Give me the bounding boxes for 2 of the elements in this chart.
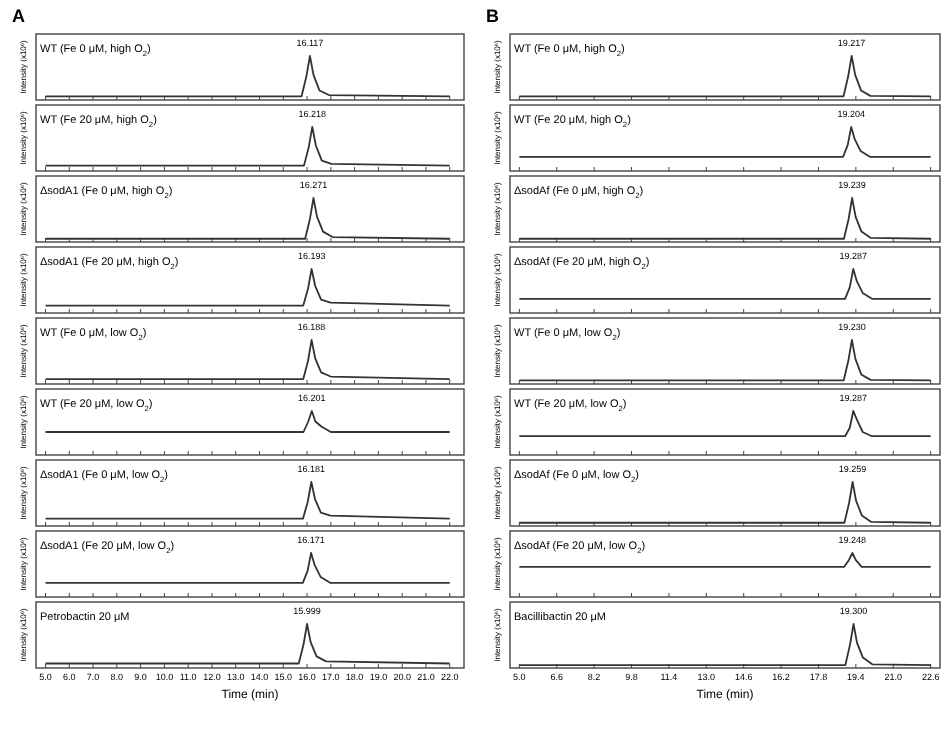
chart-title: A (12, 6, 26, 26)
chart-title: B (486, 6, 500, 26)
